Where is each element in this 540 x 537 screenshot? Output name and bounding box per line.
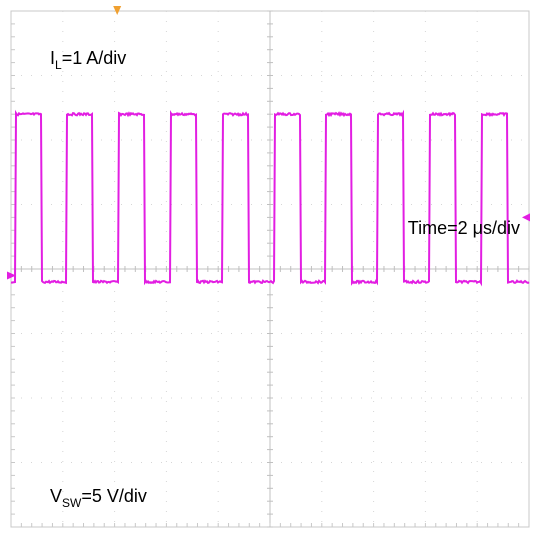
current-scale-label: IL=1 A/div (50, 48, 126, 72)
time-scale-label: Time=2 μs/div (408, 218, 520, 238)
trigger-position-marker (113, 6, 122, 15)
trigger-level-marker (522, 213, 530, 222)
voltage-scale-label: VSW=5 V/div (50, 486, 147, 510)
graticule (10, 10, 530, 528)
voltage-ground-marker (7, 271, 16, 280)
channel-markers (7, 6, 530, 280)
traces (10, 109, 530, 287)
switch-voltage-trace (10, 109, 530, 287)
